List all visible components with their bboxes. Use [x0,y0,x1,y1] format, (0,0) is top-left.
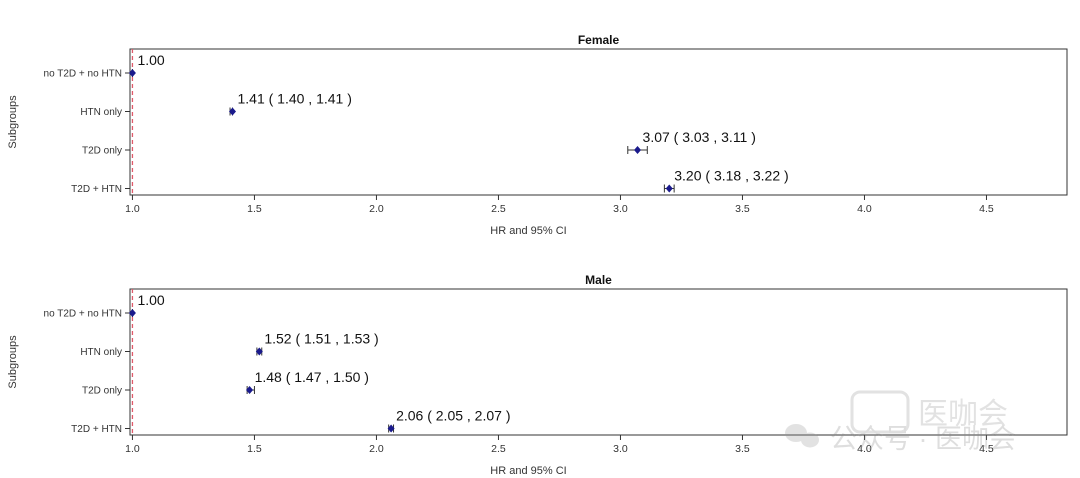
forest-panel-male: Male 1.0 1.5 2.0 2.5 3.0 3.5 4.0 4.5 HR and 95% C… [7,273,1068,477]
hr-label: 2.06 ( 2.05 , 2.07 ) [396,408,510,424]
hr-point [665,184,673,193]
forest-panel-female: Female 1.0 1.5 2.0 2.5 3.0 3.5 4.0 4.5 HR and 95%… [7,33,1068,237]
watermark-logo-icon [850,390,910,434]
x-axis-label: HR and 95% CI [490,465,566,477]
hr-point [387,424,395,433]
hr-point [246,386,254,394]
hr-point [128,69,136,77]
y-tick-label: no T2D + no HTN [44,69,122,80]
hr-label: 3.07 ( 3.03 , 3.11 ) [643,129,756,145]
hr-label: 1.00 [137,292,164,308]
y-axis-label: Subgroups [7,335,19,389]
hr-point [228,107,236,116]
y-tick-label: T2D only [82,146,122,157]
panel-title: Male [585,273,612,287]
wechat-icon [785,424,819,448]
x-tick-label: 3.0 [613,443,628,455]
hr-point [255,347,263,356]
x-axis-label: HR and 95% CI [490,225,566,237]
x-tick-label: 1.5 [247,443,262,455]
watermark-text: 公众号 · 医咖会 [830,424,1016,454]
x-tick-label: 2.5 [491,203,506,215]
y-tick-label: no T2D + no HTN [44,309,122,320]
hr-label: 1.41 ( 1.40 , 1.41 ) [237,91,351,107]
watermark: 医咖会 公众号 · 医咖会 [785,390,1016,454]
x-tick-label: 3.5 [735,203,750,215]
x-tick-label: 4.5 [979,443,994,455]
hr-label: 1.48 ( 1.47 , 1.50 ) [255,369,369,385]
x-tick-label: 2.0 [369,443,384,455]
y-tick-label: T2D + HTN [71,424,122,435]
plot-frame [129,288,1068,436]
y-tick-label: HTN only [80,107,122,118]
y-tick-label: HTN only [80,347,122,358]
hr-label: 3.20 ( 3.18 , 3.22 ) [674,168,788,184]
plot-frame [129,48,1068,196]
y-axis-label: Subgroups [7,95,19,149]
x-tick-label: 2.0 [369,203,384,215]
y-tick-label: T2D + HTN [71,184,122,195]
x-tick-label: 4.0 [857,443,872,455]
watermark-logo-text: 医咖会 [918,398,1008,431]
x-tick-label: 1.5 [247,203,262,215]
hr-point [634,146,642,154]
x-tick-label: 2.5 [491,443,506,455]
x-tick-label: 1.0 [125,443,140,455]
hr-label: 1.00 [137,52,164,68]
y-tick-label: T2D only [82,386,122,397]
x-tick-label: 1.0 [125,203,140,215]
hr-point [128,309,136,317]
x-tick-label: 3.5 [735,443,750,455]
x-tick-label: 4.0 [857,203,872,215]
hr-label: 1.52 ( 1.51 , 1.53 ) [264,331,378,347]
x-tick-label: 3.0 [613,203,628,215]
panel-title: Female [578,33,620,47]
x-tick-label: 4.5 [979,203,994,215]
